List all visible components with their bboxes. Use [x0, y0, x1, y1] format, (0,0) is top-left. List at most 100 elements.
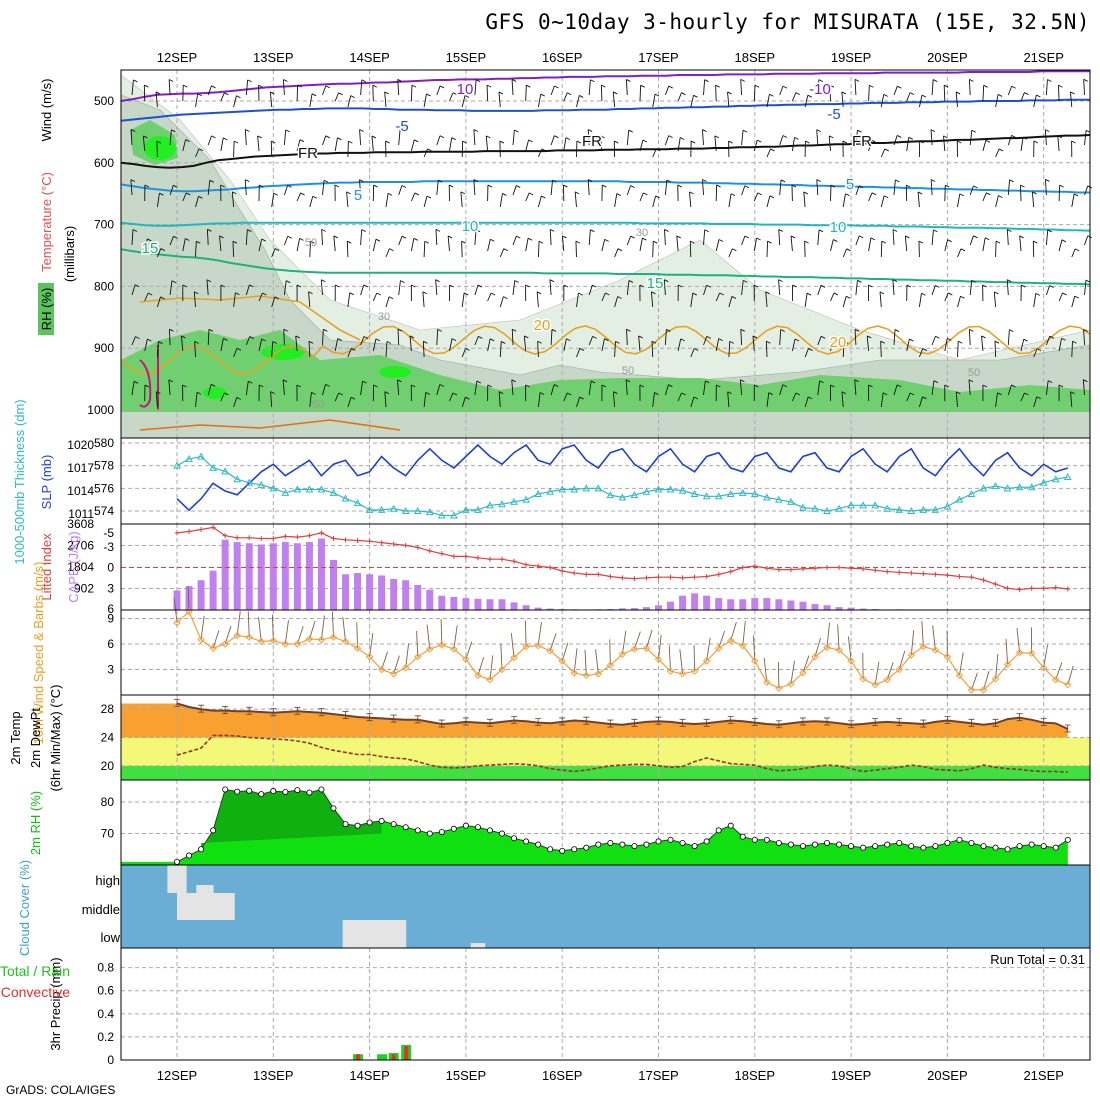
rh2m-point	[763, 836, 770, 843]
thickness-point	[991, 482, 1000, 490]
wind-barb-flag	[676, 235, 681, 239]
wind-barb-flag	[1047, 380, 1053, 384]
wind-barb-flag	[960, 248, 966, 252]
wind-barb	[804, 348, 809, 358]
wind-barb-flag	[590, 229, 595, 233]
wind-barb-flag	[452, 392, 458, 396]
wind-barb-flag	[740, 78, 745, 82]
wind-barb-flag	[335, 284, 340, 288]
isotherm-line	[120, 134, 1091, 169]
wind-barb	[779, 329, 782, 346]
wind-barb-flag	[600, 135, 605, 139]
wind-barb	[460, 191, 463, 208]
wind-barb	[1071, 248, 1076, 258]
wind10m-barb	[1067, 665, 1074, 685]
wind-barb	[690, 95, 694, 108]
rh2m-point	[824, 839, 831, 846]
rh2m-point	[246, 787, 253, 794]
cape-legend-label: CAPE (J/kg)	[66, 531, 81, 603]
li-point	[704, 573, 710, 579]
wind-barb	[1082, 379, 1085, 396]
thickness-point	[967, 489, 976, 497]
wind-barb-flag	[426, 195, 432, 199]
temp-minmax	[174, 699, 180, 707]
date-label-top: 21SEP	[1023, 50, 1063, 65]
wind-barb	[322, 329, 324, 346]
wind-barb-flag	[870, 237, 876, 241]
wind-barb-flag	[614, 140, 619, 144]
wind10m-point	[510, 653, 518, 662]
wind-barb	[207, 329, 210, 346]
wind-barb	[982, 237, 986, 252]
wind-barb	[282, 79, 285, 96]
li-point	[680, 575, 686, 581]
cape-bar	[667, 601, 675, 610]
li-point	[174, 530, 180, 536]
wind-barb	[906, 92, 911, 102]
wind-barb-flag	[567, 392, 572, 396]
wind-barb-flag	[346, 191, 351, 195]
wind-barb-flag	[897, 135, 902, 138]
rh2m-point	[944, 839, 951, 846]
cape-bar	[329, 559, 337, 610]
cloud-legend-label: Cloud Cover (%)	[17, 860, 32, 956]
temp-minmax	[486, 718, 493, 727]
wind10m-point	[666, 667, 675, 675]
wind10m-barb	[584, 649, 587, 676]
isotherm-label: FR	[582, 133, 602, 150]
wind-barb-flag	[587, 179, 593, 182]
li-point	[583, 571, 589, 577]
thickness-point	[582, 484, 591, 492]
li-point	[451, 553, 457, 559]
wind-barb-flag	[704, 229, 709, 233]
wind-barb	[664, 179, 668, 196]
wind-barb	[398, 129, 401, 146]
wind-barb	[930, 129, 933, 146]
rh2m-point	[583, 844, 590, 851]
temp-minmax	[631, 718, 638, 727]
wind10m-barb	[405, 643, 410, 668]
wind-barb	[1020, 137, 1024, 152]
wind-barb	[969, 130, 973, 146]
rh-legend-label: RH (%)	[39, 288, 54, 331]
wind-barb-flag	[816, 129, 821, 132]
wind-barb-flag	[909, 392, 915, 396]
wind-barb-flag	[516, 185, 521, 188]
wind10m-point	[534, 641, 542, 650]
thickness-point	[811, 504, 819, 512]
wind-barb	[207, 85, 212, 96]
cape-bar	[305, 542, 313, 610]
isotherm-label: 5	[846, 176, 854, 193]
wind10m-point	[618, 650, 627, 658]
thickness-point	[257, 480, 266, 488]
wind-barb-flag	[664, 229, 669, 232]
wind-barb	[207, 180, 211, 196]
wind-barb	[614, 341, 616, 358]
wind-barb	[626, 185, 631, 196]
wind-barb-flag	[540, 93, 545, 97]
wind-barb-flag	[578, 292, 583, 296]
wind-barb	[512, 185, 517, 196]
wind-barb	[1007, 135, 1012, 146]
wind-barb-flag	[422, 291, 428, 295]
wind-barb	[296, 139, 301, 152]
li-point	[848, 565, 854, 571]
wind-barb-flag	[1024, 92, 1029, 95]
temp-line	[176, 702, 1069, 730]
wind-barb-flag	[1070, 391, 1075, 395]
wind-barb-flag	[526, 84, 531, 88]
wind-barb	[346, 191, 349, 208]
rh2m-point	[872, 843, 879, 850]
precip-conv-legend-label: Convective	[1, 984, 70, 1000]
wind-barb	[322, 85, 327, 96]
wind10m-point	[1027, 649, 1036, 658]
wind-barb-flag	[754, 384, 759, 388]
wind-barb	[244, 129, 247, 146]
wind-barb	[855, 280, 858, 296]
rh2m-point	[1040, 843, 1047, 850]
wind-barb-flag	[130, 179, 136, 183]
wind-barb-flag	[411, 384, 416, 388]
wind-barb	[677, 338, 682, 352]
rh2m-point	[547, 846, 554, 853]
